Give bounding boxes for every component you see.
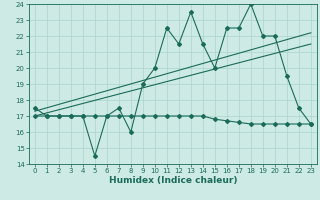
- X-axis label: Humidex (Indice chaleur): Humidex (Indice chaleur): [108, 176, 237, 185]
